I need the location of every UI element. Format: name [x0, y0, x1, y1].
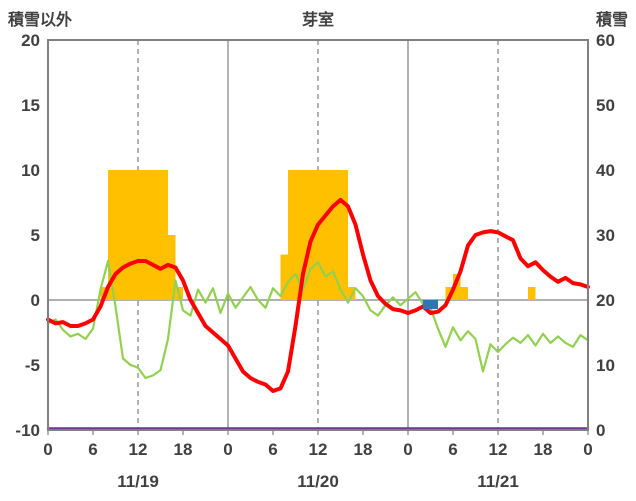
x-tick-label: 6: [268, 440, 277, 459]
yellow-bars-bar: [115, 170, 123, 300]
green-line: [46, 259, 590, 380]
left-axis-tick-label: 5: [31, 226, 40, 245]
right-axis-tick-label: 20: [596, 291, 615, 310]
right-axis-title: 積雪: [595, 12, 628, 29]
yellow-bars-bar: [288, 170, 296, 300]
x-tick-label: 18: [534, 440, 553, 459]
yellow-bars-bar: [280, 254, 288, 300]
yellow-bars-bar: [160, 170, 168, 300]
yellow-bars-bar: [123, 170, 131, 300]
x-tick-label: 0: [403, 440, 412, 459]
yellow-bars-bar: [453, 274, 461, 300]
right-axis-tick-label: 30: [596, 226, 615, 245]
blue-bars-bar: [430, 300, 438, 310]
left-axis-tick-label: 15: [21, 96, 40, 115]
left-axis-tick-label: -10: [15, 421, 40, 440]
x-tick-label: 12: [309, 440, 328, 459]
left-axis-title: 積雪以外: [8, 12, 73, 29]
left-axis-tick-label: 20: [21, 31, 40, 50]
yellow-bars-bar: [303, 170, 311, 300]
right-axis-tick-label: 10: [596, 356, 615, 375]
yellow-bars-bar: [460, 287, 468, 300]
date-label: 11/20: [297, 472, 339, 491]
x-tick-label: 0: [43, 440, 52, 459]
left-axis-tick-label: 0: [31, 291, 40, 310]
yellow-bars-bar: [138, 170, 146, 300]
yellow-bars-bar: [108, 170, 116, 300]
yellow-bars-bar: [318, 170, 326, 300]
right-axis-tick-label: 50: [596, 96, 615, 115]
yellow-bars-bar: [340, 170, 348, 300]
x-tick-label: 18: [174, 440, 193, 459]
red-line: [46, 197, 590, 393]
chart-title: 芽室: [301, 12, 334, 29]
yellow-bars-bar: [528, 287, 536, 300]
date-label: 11/19: [117, 472, 159, 491]
x-tick-label: 6: [448, 440, 457, 459]
yellow-bars-bar: [325, 170, 333, 300]
yellow-bars-bar: [153, 170, 161, 300]
x-tick-label: 6: [88, 440, 97, 459]
right-axis-tick-label: 40: [596, 161, 615, 180]
left-axis-tick-label: -5: [25, 356, 40, 375]
date-label: 11/21: [477, 472, 519, 491]
right-axis-tick-label: 0: [596, 421, 605, 440]
yellow-bars-bar: [333, 170, 341, 300]
x-tick-label: 18: [354, 440, 373, 459]
yellow-bars-bar: [130, 170, 138, 300]
x-tick-label: 0: [223, 440, 232, 459]
x-tick-label: 12: [489, 440, 508, 459]
right-axis-tick-label: 60: [596, 31, 615, 50]
x-tick-label: 0: [583, 440, 592, 459]
x-tick-label: 12: [129, 440, 148, 459]
yellow-bars-bar: [145, 170, 153, 300]
yellow-bars-bar: [295, 170, 303, 300]
left-axis-tick-label: 10: [21, 161, 40, 180]
blue-bars-bar: [423, 300, 431, 310]
